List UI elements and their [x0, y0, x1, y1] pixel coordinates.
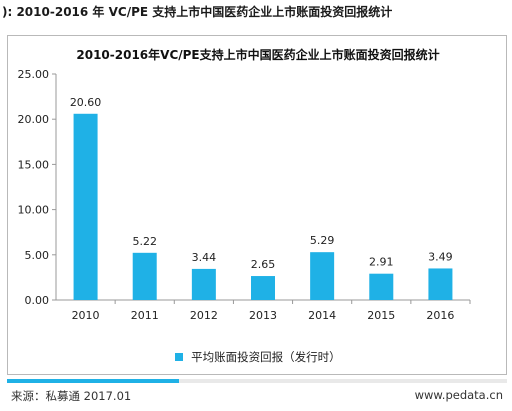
bar [132, 252, 157, 300]
bar [251, 276, 275, 300]
site-url: www.pedata.cn [414, 388, 503, 402]
y-tick-label: 5.00 [25, 249, 50, 262]
footer-divider [7, 379, 507, 383]
bar-value-label: 3.44 [192, 251, 217, 264]
bar [369, 273, 394, 300]
x-tick-label: 2013 [249, 309, 277, 322]
bar [191, 268, 216, 300]
source-text: 来源：私募通 2017.01 [11, 389, 132, 403]
y-tick-label: 0.00 [25, 294, 50, 307]
y-tick-label: 20.00 [18, 113, 50, 126]
legend-label: 平均账面投资回报（发行时） [191, 350, 341, 364]
x-tick-label: 2012 [190, 309, 218, 322]
legend-swatch [175, 353, 184, 361]
legend: 平均账面投资回报（发行时） [8, 349, 508, 365]
bar [428, 268, 453, 300]
bar [73, 113, 98, 300]
x-tick-label: 2014 [308, 309, 336, 322]
y-tick-label: 10.00 [18, 204, 50, 217]
bar-value-label: 2.91 [369, 256, 394, 269]
footer-divider-accent [7, 379, 179, 383]
bar-chart: 0.00 5.00 10.00 15.00 20.00 25.00 20.60 2010 5.2… [18, 68, 471, 322]
x-tick-label: 2010 [72, 309, 100, 322]
figure-caption: ): 2010-2016 年 VC/PE 支持上市中国医药企业上市账面投资回报统… [2, 5, 393, 19]
bar-value-label: 5.22 [132, 235, 157, 248]
bar-value-label: 2.65 [251, 258, 276, 271]
x-tick-label: 2015 [367, 309, 395, 322]
bar-value-label: 3.49 [428, 250, 453, 263]
y-tick-label: 15.00 [18, 158, 50, 171]
bar-value-label: 5.29 [310, 234, 335, 247]
chart-frame: 2010-2016年VC/PE支持上市中国医药企业上市账面投资回报统计 0.00… [7, 35, 507, 375]
bar-value-label: 20.60 [70, 96, 102, 109]
y-tick-label: 25.00 [18, 68, 50, 81]
footer: 来源：私募通 2017.01 www.pedata.cn [7, 388, 507, 406]
bar [310, 252, 335, 300]
x-tick-label: 2011 [131, 309, 159, 322]
x-tick-label: 2016 [426, 309, 454, 322]
chart-title: 2010-2016年VC/PE支持上市中国医药企业上市账面投资回报统计 [76, 48, 440, 62]
